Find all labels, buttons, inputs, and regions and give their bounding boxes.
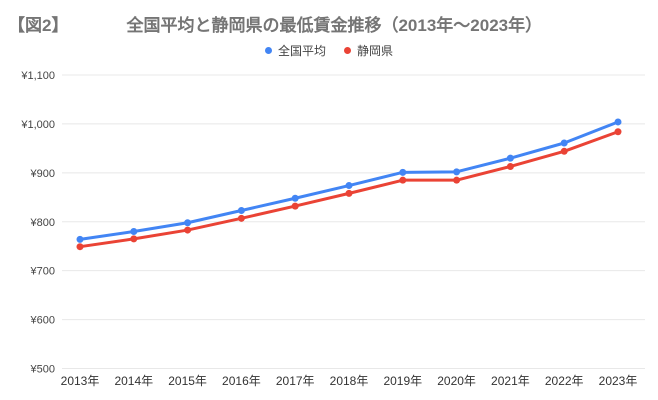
x-axis-tick-label: 2022年 — [545, 374, 584, 388]
x-axis-tick-label: 2016年 — [222, 374, 261, 388]
x-axis-tick-label: 2015年 — [168, 374, 207, 388]
y-axis-tick-label: ¥1,000 — [20, 119, 55, 131]
legend-dot-shizuoka-icon — [344, 47, 351, 54]
data-point-shizuoka — [614, 128, 622, 136]
legend-item-national-average: 全国平均 — [264, 42, 326, 59]
data-point-shizuoka — [76, 243, 84, 251]
data-point-shizuoka — [130, 235, 138, 243]
y-axis-tick-label: ¥600 — [30, 315, 55, 327]
data-point-shizuoka — [345, 189, 353, 197]
y-axis-tick-label: ¥500 — [30, 364, 55, 376]
y-axis-tick-label: ¥1,100 — [20, 70, 55, 82]
y-axis-tick-label: ¥700 — [30, 266, 55, 278]
x-axis-tick-label: 2021年 — [491, 374, 530, 388]
series-line-shizuoka — [78, 130, 620, 249]
data-point-national-average — [560, 139, 568, 147]
x-axis-tick-label: 2013年 — [61, 374, 100, 388]
data-point-national-average — [291, 194, 299, 202]
data-point-national-average — [184, 219, 192, 227]
legend-label-shizuoka: 静岡県 — [357, 44, 394, 58]
data-point-national-average — [76, 235, 84, 243]
x-axis-tick-label: 2017年 — [276, 374, 315, 388]
x-axis-tick-label: 2014年 — [114, 374, 153, 388]
y-axis-tick-label: ¥800 — [30, 217, 55, 229]
data-point-national-average — [614, 118, 622, 126]
legend-label-national-average: 全国平均 — [277, 44, 326, 58]
data-point-shizuoka — [237, 214, 245, 222]
chart-title-text: 全国平均と静岡県の最低賃金推移（2013年〜2023年） — [126, 16, 543, 35]
x-axis-tick-label: 2018年 — [330, 374, 369, 388]
data-point-national-average — [399, 168, 407, 176]
data-point-national-average — [453, 168, 461, 176]
data-point-shizuoka — [453, 176, 461, 184]
legend-item-shizuoka: 静岡県 — [344, 42, 393, 59]
figure-number-label: 【図2】 — [8, 16, 69, 35]
data-point-shizuoka — [184, 226, 192, 234]
chart-title: 【図2】 全国平均と静岡県の最低賃金推移（2013年〜2023年） — [8, 11, 542, 36]
data-point-shizuoka — [560, 147, 568, 155]
x-axis-tick-label: 2023年 — [599, 374, 638, 388]
data-point-shizuoka — [291, 202, 299, 210]
x-axis-tick-label: 2019年 — [383, 374, 422, 388]
chart-legend: 全国平均 静岡県 — [0, 42, 658, 59]
data-point-shizuoka — [399, 176, 407, 184]
data-point-national-average — [345, 182, 353, 190]
data-point-national-average — [130, 228, 138, 236]
y-axis-tick-label: ¥900 — [30, 168, 55, 180]
data-point-shizuoka — [506, 162, 514, 170]
legend-dot-national-average-icon — [264, 47, 272, 54]
data-point-national-average — [237, 206, 245, 214]
data-point-national-average — [506, 154, 514, 162]
x-axis-tick-label: 2020年 — [437, 374, 476, 388]
